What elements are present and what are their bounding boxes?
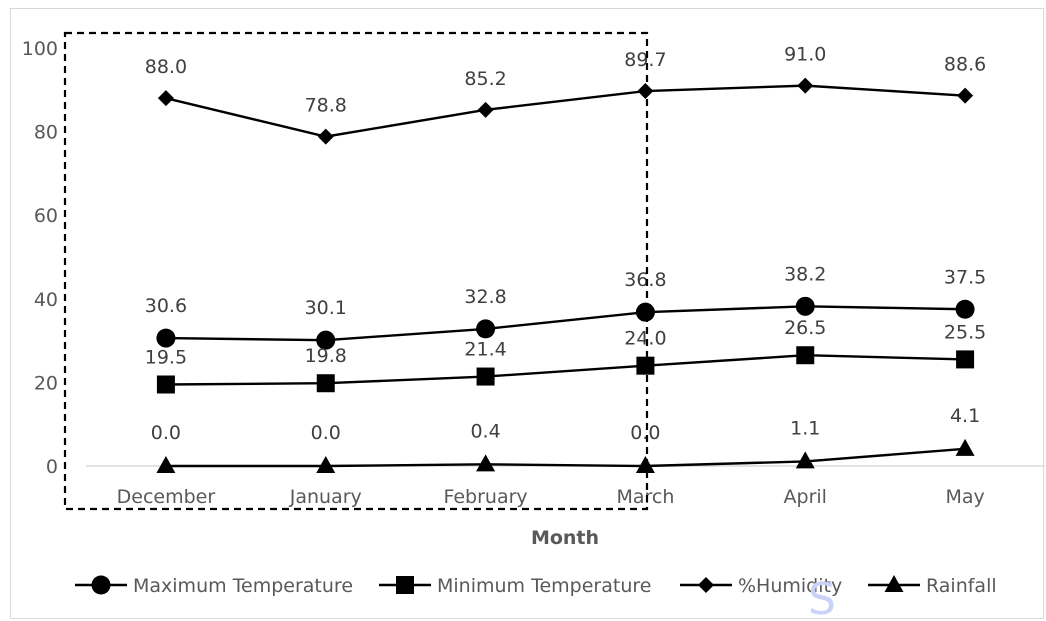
legend-marker <box>884 575 904 592</box>
y-tick-label: 20 <box>34 372 58 394</box>
data-point <box>476 454 496 472</box>
data-label: 88.0 <box>145 56 187 78</box>
data-label: 0.4 <box>470 420 500 442</box>
x-tick-label: January <box>289 486 362 508</box>
data-label: 89.7 <box>624 49 666 71</box>
data-label: 0.0 <box>151 422 181 444</box>
data-point <box>635 456 655 473</box>
data-label: 19.5 <box>145 346 187 368</box>
y-axis: 0 20 40 60 80 100 <box>22 38 58 478</box>
data-point <box>156 456 176 473</box>
data-point <box>795 451 815 469</box>
x-tick-label: December <box>117 486 216 508</box>
x-axis-title: Month <box>531 527 599 549</box>
data-label: 32.8 <box>464 286 506 308</box>
data-point <box>316 330 336 350</box>
legend-label: %Humidity <box>738 575 842 597</box>
data-point <box>797 77 814 94</box>
legend-marker <box>698 577 714 593</box>
series-diamond <box>157 77 974 145</box>
data-point <box>796 346 815 365</box>
y-tick-label: 40 <box>34 289 58 311</box>
legend-item: Minimum Temperature <box>379 575 651 597</box>
data-label: 1.1 <box>790 417 820 439</box>
series-layer <box>156 77 975 473</box>
y-tick-label: 0 <box>46 456 58 478</box>
legend-marker <box>396 576 414 594</box>
series-line <box>165 84 966 138</box>
chart-frame <box>10 8 1044 619</box>
data-point <box>955 299 975 319</box>
data-point <box>156 375 175 394</box>
data-point <box>955 438 975 456</box>
data-point <box>956 350 975 369</box>
data-point <box>156 328 176 348</box>
watermark-letter: S <box>808 574 836 621</box>
legend: Maximum Temperature Minimum Temperature %H… <box>75 575 997 597</box>
data-labels: 30.6 30.1 32.8 36.8 38.2 37.5 19.5 19.8 21.4 24.0… <box>145 44 986 444</box>
x-tick-label: April <box>784 486 827 508</box>
data-point <box>795 296 815 316</box>
y-tick-label: 80 <box>34 122 58 144</box>
x-axis: December January February March April May <box>86 465 1045 508</box>
x-tick-label: February <box>443 486 527 508</box>
data-label: 26.5 <box>784 317 826 339</box>
data-point <box>316 374 335 393</box>
data-point <box>476 319 496 339</box>
data-point <box>477 101 494 118</box>
legend-item: %Humidity <box>680 575 842 597</box>
x-tick-label: May <box>945 486 984 508</box>
data-label: 85.2 <box>464 68 506 90</box>
data-label: 37.5 <box>944 266 986 288</box>
data-label: 24.0 <box>624 328 666 350</box>
data-label: 30.1 <box>305 297 347 319</box>
series-triangle <box>156 438 975 473</box>
data-point <box>157 90 174 107</box>
data-label: 88.6 <box>944 54 986 76</box>
data-point <box>317 128 334 145</box>
series-line <box>165 447 966 468</box>
legend-item: Rainfall <box>868 575 997 597</box>
y-tick-label: 60 <box>34 205 58 227</box>
legend-item: Maximum Temperature <box>75 575 353 597</box>
data-label: 19.8 <box>305 345 347 367</box>
y-tick-label: 100 <box>22 38 58 60</box>
data-label: 4.1 <box>950 405 980 427</box>
data-label: 0.0 <box>630 422 660 444</box>
legend-label: Rainfall <box>926 575 997 597</box>
data-label: 0.0 <box>311 422 341 444</box>
data-point <box>957 87 974 104</box>
data-label: 30.6 <box>145 295 187 317</box>
data-label: 21.4 <box>464 339 506 361</box>
legend-label: Maximum Temperature <box>133 575 353 597</box>
data-label: 91.0 <box>784 44 826 66</box>
data-point <box>316 456 336 473</box>
data-label: 38.2 <box>784 263 826 285</box>
data-label: 36.8 <box>624 269 666 291</box>
series-circle <box>156 296 975 350</box>
highlight-dashed-box <box>63 31 649 511</box>
data-point <box>637 83 654 100</box>
x-tick-label: March <box>616 486 674 508</box>
data-point <box>635 302 655 322</box>
data-label: 25.5 <box>944 321 986 343</box>
data-point <box>476 367 495 386</box>
legend-label: Minimum Temperature <box>437 575 651 597</box>
series-line <box>165 354 966 386</box>
data-point <box>636 356 655 375</box>
series-line <box>165 305 966 342</box>
series-square <box>156 346 975 394</box>
legend-marker <box>91 575 111 595</box>
data-label: 78.8 <box>305 95 347 117</box>
